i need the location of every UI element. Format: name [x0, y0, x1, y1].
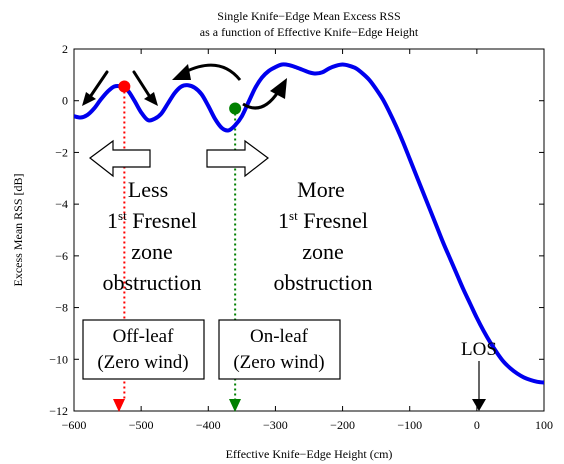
x-tick-label: 100	[535, 418, 553, 432]
less-text-line-2: 1st Fresnel	[107, 208, 197, 233]
arrowhead-left-down	[82, 92, 96, 106]
more-text-line-2: 1st Fresnel	[278, 208, 368, 233]
chart-title-line-2: as a function of Effective Knife−Edge He…	[200, 25, 419, 39]
more-text-line-3: zone	[302, 239, 344, 264]
y-tick-label: −10	[49, 352, 68, 366]
vertical-dotted-lines	[123, 86, 237, 401]
y-tick-label: 0	[62, 94, 68, 108]
off-leaf-line-1: Off-leaf	[113, 326, 175, 347]
curved-arrowhead-right	[270, 78, 287, 99]
arrows-around-red-peak	[88, 70, 152, 99]
data-marker	[229, 102, 242, 115]
y-tick-label: −4	[55, 197, 68, 211]
less-text-line-1: Less	[128, 177, 168, 202]
y-tick-label: 2	[62, 42, 68, 56]
data-marker	[118, 80, 131, 93]
on-leaf-line-2: (Zero wind)	[233, 352, 324, 373]
y-axis-label: Excess Mean RSS [dB]	[11, 174, 25, 287]
curved-arrow-left	[184, 63, 242, 81]
curved-arrow-right	[242, 91, 280, 110]
x-tick-label: −500	[129, 418, 154, 432]
arrowhead-right-down	[144, 92, 158, 106]
x-tick-label: −200	[330, 418, 355, 432]
plot-frame	[73, 48, 545, 412]
x-tick-label: −400	[196, 418, 221, 432]
y-tick-label: −6	[55, 249, 68, 263]
off-leaf-box	[82, 319, 205, 380]
less-text-line-3: zone	[131, 239, 173, 264]
red-arrowhead	[113, 399, 125, 412]
los-label: LOS	[461, 339, 497, 360]
markers	[118, 80, 242, 115]
curved-arrowhead-left	[172, 64, 191, 80]
x-tick-label: 0	[474, 418, 480, 432]
x-axis-label: Effective Knife−Edge Height (cm)	[226, 447, 393, 461]
los-arrowhead	[472, 399, 486, 411]
series-line	[74, 62, 544, 385]
x-axis-ticks: −600 −500 −400 −300 −200 −100 0 100	[62, 49, 553, 432]
x-tick-label: −100	[397, 418, 422, 432]
y-axis-ticks: −12 −10 −8 −6 −4 −2 0 2	[49, 42, 544, 418]
more-text-line-1: More	[297, 177, 345, 202]
on-leaf-line-1: On-leaf	[250, 326, 309, 347]
y-tick-label: −8	[55, 301, 68, 315]
block-arrow-left	[89, 139, 151, 178]
less-text-line-4: obstruction	[103, 270, 202, 295]
chart-title-line-1: Single Knife−Edge Mean Excess RSS	[217, 9, 400, 23]
off-leaf-line-2: (Zero wind)	[97, 352, 188, 373]
y-tick-label: −2	[55, 145, 68, 159]
x-tick-label: −600	[62, 418, 87, 432]
more-text-line-4: obstruction	[274, 270, 373, 295]
x-tick-label: −300	[263, 418, 288, 432]
block-arrow-right	[206, 139, 269, 178]
green-arrowhead	[229, 399, 241, 412]
on-leaf-box	[218, 319, 341, 380]
y-tick-label: −12	[49, 404, 68, 418]
